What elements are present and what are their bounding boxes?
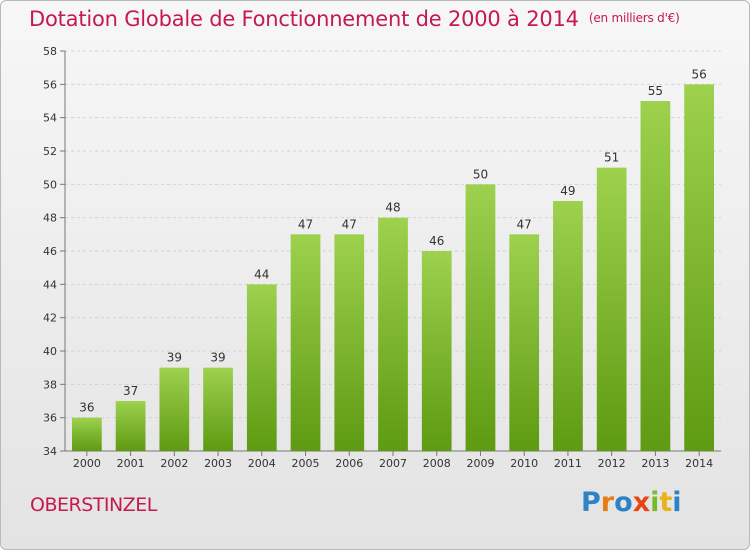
data-labels: 36 37 39 39 44 47 47 48 46 50 47 49 51 55 56 xyxy=(79,67,707,414)
bar-2009 xyxy=(465,184,496,452)
y-tick-label: 44 xyxy=(43,278,57,291)
data-label: 51 xyxy=(604,151,619,165)
bar-2001 xyxy=(115,401,146,451)
y-tick-label: 58 xyxy=(43,45,57,58)
x-tick-label: 2014 xyxy=(685,457,713,470)
x-tick-label: 2002 xyxy=(160,457,188,470)
chart-title: Dotation Globale de Fonctionnement de 20… xyxy=(29,7,680,31)
x-tick-label: 2007 xyxy=(379,457,407,470)
data-label: 46 xyxy=(429,234,444,248)
bar-2002 xyxy=(159,367,190,451)
bar-2006 xyxy=(334,234,365,451)
data-label: 39 xyxy=(167,351,182,365)
city-name: OBERSTINZEL xyxy=(30,494,157,516)
y-tick-label: 54 xyxy=(43,112,57,125)
data-label: 49 xyxy=(560,184,575,198)
logo-letter: t xyxy=(659,487,673,518)
y-tick-label: 52 xyxy=(43,145,57,158)
bar-2005 xyxy=(290,234,321,451)
bar-2007 xyxy=(378,217,408,451)
x-tick-label: 2000 xyxy=(73,457,101,470)
y-tick-label: 56 xyxy=(43,78,57,91)
data-label: 47 xyxy=(342,217,357,231)
logo-letter: r xyxy=(600,487,615,518)
bar-2014 xyxy=(684,84,715,451)
logo-letter: i xyxy=(672,487,682,518)
chart-title-text: Dotation Globale de Fonctionnement de 20… xyxy=(29,7,579,31)
x-tick-labels: 2000 2001 2002 2003 2004 2005 2006 2007 2008 2009… xyxy=(73,457,713,470)
y-tick-labels: 34 36 38 40 42 44 46 48 50 52 54 56 58 xyxy=(43,45,57,458)
proxiti-logo[interactable]: Proxiti xyxy=(581,487,682,518)
data-label: 55 xyxy=(648,84,663,98)
bar-2013 xyxy=(640,101,671,451)
y-tick-label: 42 xyxy=(43,312,57,325)
chart-subtitle: (en milliers d'€) xyxy=(588,11,680,25)
bar-2010 xyxy=(509,234,540,451)
x-tick-label: 2003 xyxy=(204,457,232,470)
bar-2008 xyxy=(421,251,452,451)
y-tick-label: 50 xyxy=(43,178,57,191)
data-label: 37 xyxy=(123,384,138,398)
y-tick-label: 34 xyxy=(43,445,57,458)
y-tick-label: 36 xyxy=(43,412,57,425)
x-tick-label: 2008 xyxy=(423,457,451,470)
y-tick-label: 46 xyxy=(43,245,57,258)
logo-letter: P xyxy=(581,487,601,518)
x-tick-label: 2006 xyxy=(335,457,363,470)
x-tick-label: 2001 xyxy=(117,457,145,470)
logo-letter: x xyxy=(632,487,651,518)
data-label: 48 xyxy=(385,201,400,215)
data-label: 44 xyxy=(254,267,269,281)
data-label: 56 xyxy=(691,67,706,81)
data-label: 50 xyxy=(473,167,488,181)
data-label: 39 xyxy=(210,351,225,365)
bar-2004 xyxy=(246,284,277,451)
bars xyxy=(71,84,715,452)
logo-letter: i xyxy=(650,487,660,518)
x-tick-label: 2013 xyxy=(641,457,669,470)
data-label: 36 xyxy=(79,401,94,415)
bar-2012 xyxy=(596,167,627,451)
y-tick-label: 48 xyxy=(43,212,57,225)
x-tick-label: 2004 xyxy=(248,457,276,470)
x-tick-label: 2005 xyxy=(292,457,320,470)
y-tick-label: 40 xyxy=(43,345,57,358)
x-tick-label: 2009 xyxy=(466,457,494,470)
x-tick-label: 2010 xyxy=(510,457,538,470)
bar-2000 xyxy=(71,417,102,451)
data-label: 47 xyxy=(298,217,313,231)
bar-2003 xyxy=(203,367,233,451)
x-tick-label: 2011 xyxy=(554,457,582,470)
data-label: 47 xyxy=(517,217,532,231)
bar-2011 xyxy=(553,201,583,451)
y-tick-label: 38 xyxy=(43,378,57,391)
x-tick-label: 2012 xyxy=(598,457,626,470)
logo-letter: o xyxy=(614,487,633,518)
